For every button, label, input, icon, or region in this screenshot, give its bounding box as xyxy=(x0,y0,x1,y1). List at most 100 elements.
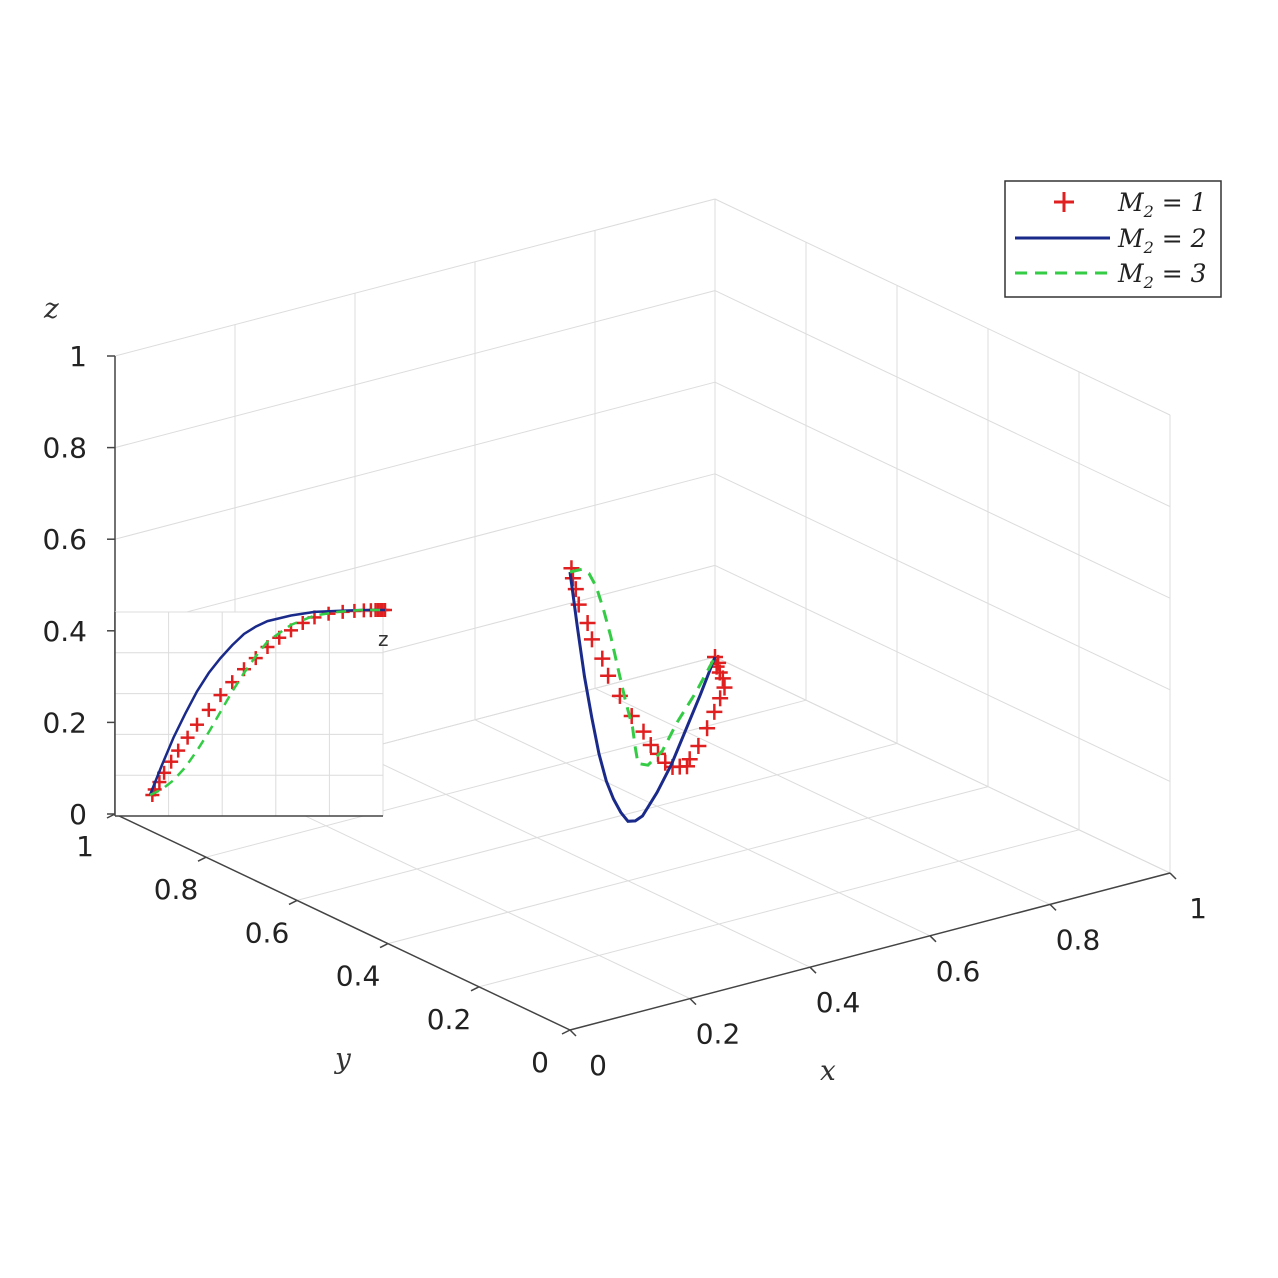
y-tick-label: 0.6 xyxy=(245,916,290,949)
y-tick-label: 0.2 xyxy=(427,1003,472,1036)
z-tick-label: 0 xyxy=(69,798,87,831)
series-m2-3 xyxy=(569,567,717,767)
x-tick-mark xyxy=(809,966,817,974)
x-tick-mark xyxy=(1049,903,1057,911)
z-tick-label: 0.2 xyxy=(42,706,87,739)
tick-labels: 0 0 0 0.2 0.2 0.2 0.4 0.4 0.4 0.6 0.6 0.6 0.8 0.8 0.8 1… xyxy=(42,340,1206,1082)
legend-base-3: M xyxy=(1117,259,1145,288)
plus-marker xyxy=(600,667,617,684)
plus-marker xyxy=(712,690,729,707)
grid-line xyxy=(714,473,1171,691)
z-tick-label: 0.4 xyxy=(42,615,87,648)
plus-marker-icon xyxy=(1054,192,1074,212)
z-tick-label: 1 xyxy=(69,340,87,373)
inset-plus-marker xyxy=(190,717,204,732)
legend-entry-m2-3: M2 = 3 xyxy=(1015,259,1207,292)
legend-sub-1: 2 xyxy=(1143,202,1154,221)
data-series xyxy=(563,560,733,823)
plus-marker xyxy=(681,751,698,768)
y-tick-mark xyxy=(288,899,298,906)
grid-line xyxy=(594,687,1051,905)
plus-marker xyxy=(690,738,707,754)
inset-plus-marker xyxy=(213,688,228,703)
plus-marker xyxy=(716,679,733,696)
y-tick-mark xyxy=(197,856,207,862)
legend-entry-m2-1: M2 = 1 xyxy=(1054,188,1207,221)
inset-series xyxy=(145,603,392,802)
legend-base-1: M xyxy=(1117,188,1145,217)
inset-plus-marker xyxy=(201,702,216,717)
legend-rest-1: = 1 xyxy=(1154,188,1207,217)
inset-plus-marker xyxy=(180,730,195,745)
z-axis-label: z xyxy=(43,292,59,325)
legend: M2 = 1 M2 = 2 M2 = 3 xyxy=(1004,180,1222,298)
legend-label-m2-2: M2 = 2 xyxy=(1117,224,1207,257)
grid-line xyxy=(354,750,811,968)
x-tick-label: 0.2 xyxy=(696,1018,741,1051)
plus-marker xyxy=(706,703,723,720)
x-tick-label: 0.8 xyxy=(1056,923,1101,956)
y-tick-label: 0.4 xyxy=(336,960,381,993)
y-tick-label: 0.8 xyxy=(154,873,199,906)
x-tick-label: 0.4 xyxy=(816,986,861,1019)
grid-line xyxy=(714,290,1171,508)
y-tick-mark xyxy=(379,942,389,949)
y-tick-mark xyxy=(106,813,116,819)
plus-marker xyxy=(642,737,659,754)
inset-grid xyxy=(114,611,384,817)
x-tick-label: 0.6 xyxy=(936,955,981,988)
plus-marker xyxy=(679,758,695,775)
z-tick-label: 0.8 xyxy=(42,432,87,465)
grid-line xyxy=(714,381,1171,599)
grid-line xyxy=(478,829,1080,988)
axis-line xyxy=(114,813,571,1031)
y-tick-mark xyxy=(561,1029,571,1035)
x-tick-mark xyxy=(689,998,697,1006)
inset-label: z xyxy=(378,627,389,651)
legend-rest-3: = 3 xyxy=(1154,259,1207,288)
inset-plus-marker xyxy=(164,754,179,769)
legend-label-m2-3: M2 = 3 xyxy=(1117,259,1207,292)
series-m2-2 xyxy=(568,571,717,823)
plus-marker xyxy=(579,615,596,632)
legend-rest-2: = 2 xyxy=(1154,224,1207,253)
x-tick-label: 0 xyxy=(589,1049,607,1082)
grid-line xyxy=(114,381,716,540)
inset-plus-marker xyxy=(295,615,310,630)
legend-sub-2: 2 xyxy=(1143,238,1154,257)
grid-line xyxy=(296,742,898,901)
series-m2-1 xyxy=(563,560,733,775)
axis-line xyxy=(569,872,1171,1031)
grid-line xyxy=(234,782,691,1000)
plus-marker xyxy=(635,723,652,740)
inset-series-2 xyxy=(148,608,385,796)
inset-plus-marker xyxy=(171,743,186,758)
legend-entry-m2-2: M2 = 2 xyxy=(1015,224,1207,257)
legend-sub-3: 2 xyxy=(1143,273,1154,292)
grid-line xyxy=(114,198,716,357)
plus-marker xyxy=(594,650,611,667)
x-tick-label: 1 xyxy=(1189,892,1207,925)
grid-line xyxy=(114,290,716,449)
y-axis-label: y xyxy=(333,1042,352,1075)
x-tick-mark xyxy=(929,935,937,943)
y-tick-label: 0 xyxy=(531,1046,549,1079)
x-tick-mark xyxy=(569,1029,577,1037)
inset-plot: z xyxy=(114,603,392,817)
inset-series-3 xyxy=(149,608,385,797)
x-axis-label: x xyxy=(820,1054,836,1087)
plus-marker xyxy=(567,581,584,598)
legend-label-m2-1: M2 = 1 xyxy=(1117,188,1207,221)
plus-marker xyxy=(699,720,716,737)
plus-marker xyxy=(623,708,640,725)
grid-line xyxy=(474,719,931,937)
plus-marker xyxy=(583,631,600,648)
grid-line xyxy=(387,786,989,945)
z-tick-label: 0.6 xyxy=(42,523,87,556)
grid-line xyxy=(714,198,1171,416)
x-tick-mark xyxy=(1169,872,1177,880)
grid-line xyxy=(714,564,1171,782)
y-tick-mark xyxy=(470,986,480,992)
grid-line xyxy=(714,656,1171,874)
